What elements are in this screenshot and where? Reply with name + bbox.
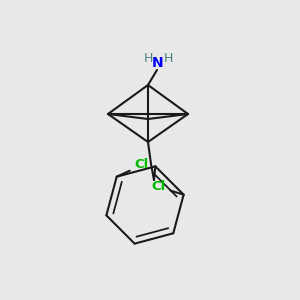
Text: Cl: Cl bbox=[135, 158, 149, 171]
Text: Cl: Cl bbox=[152, 180, 166, 193]
Text: H: H bbox=[143, 52, 153, 65]
Text: N: N bbox=[152, 56, 164, 70]
Text: H: H bbox=[163, 52, 173, 65]
